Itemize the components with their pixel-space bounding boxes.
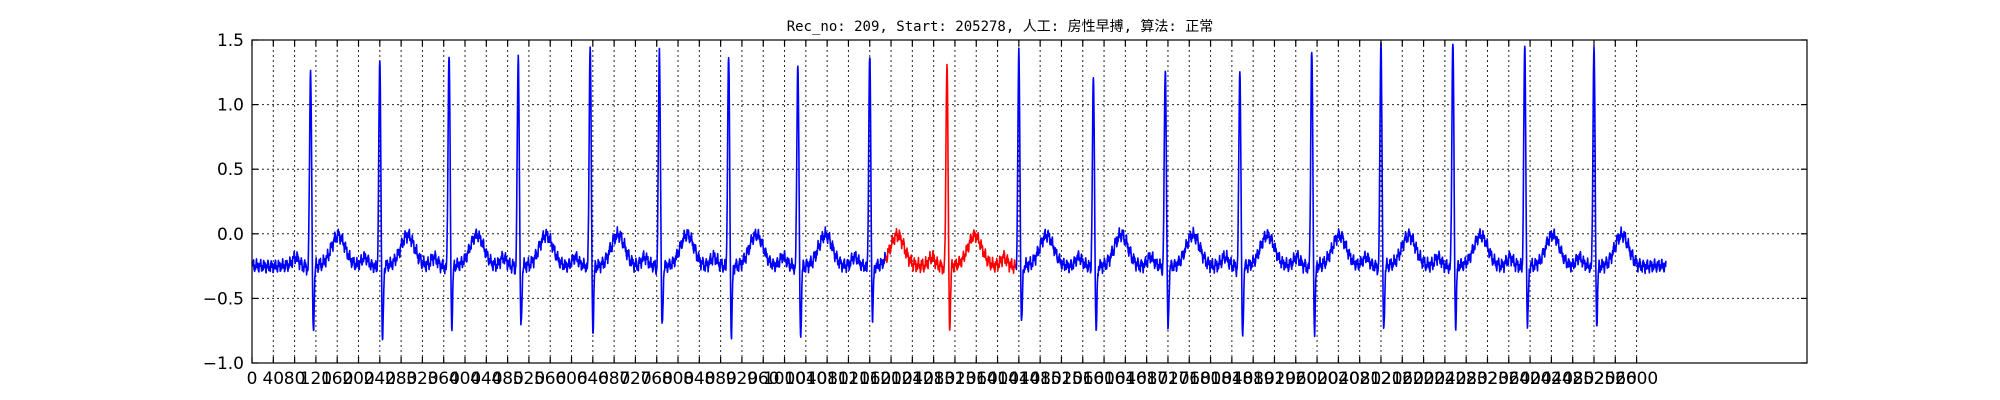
x-tick-label: 0 <box>247 369 258 389</box>
x-tick-label: 800 <box>662 369 694 389</box>
x-tick-label: 1360 <box>955 369 998 389</box>
x-tick-label: 200 <box>342 369 374 389</box>
x-tick-label: 2120 <box>1359 369 1402 389</box>
axes-frame <box>251 39 1808 364</box>
x-tick-label: 1560 <box>1061 369 1104 389</box>
x-tick-label: 40 <box>262 369 284 389</box>
x-tick-label: 2520 <box>1572 369 1615 389</box>
x-tick-label: 1720 <box>1146 369 1189 389</box>
x-tick-label: 2240 <box>1423 369 1466 389</box>
x-tick-label: 2480 <box>1551 369 1594 389</box>
x-tick-label: 1600 <box>1082 369 1125 389</box>
x-tick-label: 320 <box>406 369 438 389</box>
x-tick-label: 1480 <box>1019 369 1062 389</box>
x-tick-label: 1040 <box>784 369 827 389</box>
x-tick-label: 600 <box>555 369 587 389</box>
x-tick-label: 2040 <box>1317 369 1360 389</box>
x-tick-label: 1680 <box>1125 369 1168 389</box>
x-tick-label: 120 <box>300 369 332 389</box>
x-tick-label: 480 <box>491 369 523 389</box>
ecg-traces <box>251 41 1667 341</box>
x-tick-labels: 0 40 8012016020024028032036040044048052056… <box>247 369 1659 389</box>
x-tick-label: 1760 <box>1168 369 1211 389</box>
x-tick-label: 2200 <box>1402 369 1445 389</box>
ecg-series-3 <box>1015 41 1667 338</box>
y-tick-label: −0.5 <box>203 289 244 309</box>
x-tick-label: 280 <box>385 369 417 389</box>
ecg-series-1 <box>251 46 887 341</box>
x-tick-label: 1840 <box>1210 369 1253 389</box>
x-tick-label: 2360 <box>1487 369 1530 389</box>
x-tick-label: 2440 <box>1530 369 1573 389</box>
axis-ticks <box>251 39 1807 364</box>
x-tick-label: 2160 <box>1381 369 1424 389</box>
x-tick-label: 400 <box>449 369 481 389</box>
x-tick-label: 1960 <box>1274 369 1317 389</box>
x-tick-label: 160 <box>321 369 353 389</box>
y-tick-label: −1.0 <box>203 354 244 374</box>
x-tick-label: 2600 <box>1615 369 1658 389</box>
x-tick-label: 80 <box>284 369 306 389</box>
y-tick-label: 0.5 <box>217 160 244 180</box>
x-tick-label: 2000 <box>1295 369 1338 389</box>
x-tick-label: 1120 <box>827 369 870 389</box>
x-tick-label: 680 <box>598 369 630 389</box>
x-tick-label: 1200 <box>869 369 912 389</box>
x-tick-label: 2320 <box>1466 369 1509 389</box>
x-tick-label: 1240 <box>891 369 934 389</box>
x-tick-label: 560 <box>534 369 566 389</box>
x-tick-label: 2080 <box>1338 369 1381 389</box>
x-tick-label: 1000 <box>763 369 806 389</box>
x-tick-label: 1080 <box>806 369 849 389</box>
x-tick-label: 640 <box>577 369 609 389</box>
x-tick-label: 1880 <box>1232 369 1275 389</box>
x-tick-label: 1440 <box>997 369 1040 389</box>
x-tick-label: 920 <box>726 369 758 389</box>
x-tick-label: 440 <box>470 369 502 389</box>
x-tick-label: 2400 <box>1508 369 1551 389</box>
x-tick-label: 1160 <box>848 369 891 389</box>
x-tick-label: 1640 <box>1104 369 1147 389</box>
x-tick-label: 840 <box>683 369 715 389</box>
x-tick-label: 240 <box>364 369 396 389</box>
y-tick-label: 0.0 <box>217 225 244 245</box>
y-tick-labels: −1.0 −0.5 0.0 0.5 1.0 1.5 <box>203 31 244 374</box>
x-tick-label: 880 <box>704 369 736 389</box>
y-tick-label: 1.5 <box>217 31 244 51</box>
x-tick-label: 520 <box>513 369 545 389</box>
x-tick-label: 720 <box>619 369 651 389</box>
y-tick-label: 1.0 <box>217 96 244 116</box>
x-tick-label: 1800 <box>1189 369 1232 389</box>
x-tick-label: 760 <box>640 369 672 389</box>
x-tick-label: 1400 <box>976 369 1019 389</box>
x-tick-label: 360 <box>427 369 459 389</box>
x-tick-label: 2560 <box>1594 369 1637 389</box>
x-tick-label: 1320 <box>933 369 976 389</box>
chart-title: Rec_no: 209, Start: 205278, 人工: 房性早搏, 算法… <box>787 18 1214 35</box>
x-tick-label: 1280 <box>912 369 955 389</box>
x-tick-label: 1920 <box>1253 369 1296 389</box>
ecg-series-2 <box>884 63 1017 331</box>
grid-lines <box>252 40 1807 363</box>
x-tick-label: 2280 <box>1445 369 1488 389</box>
x-tick-label: 1520 <box>1040 369 1083 389</box>
x-tick-label: 960 <box>747 369 779 389</box>
